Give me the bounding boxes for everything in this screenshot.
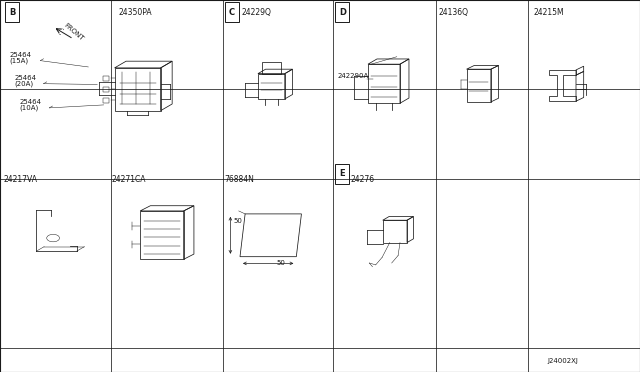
Text: (20A): (20A): [14, 81, 33, 87]
Bar: [335, 2, 349, 22]
Text: 25464: 25464: [19, 99, 41, 105]
Text: 76884N: 76884N: [225, 175, 255, 184]
Text: 25464: 25464: [14, 75, 36, 81]
Text: 25464: 25464: [10, 52, 31, 58]
Bar: [335, 164, 349, 184]
Text: 24350PA: 24350PA: [118, 8, 152, 17]
Bar: [103, 98, 109, 103]
Text: 242290A: 242290A: [337, 73, 369, 79]
Bar: [5, 2, 19, 22]
Text: C: C: [228, 7, 235, 17]
Text: 24217VA: 24217VA: [3, 175, 37, 184]
Text: 50: 50: [276, 260, 285, 266]
Text: FRONT: FRONT: [63, 22, 84, 42]
Bar: [103, 76, 109, 81]
Bar: [103, 87, 109, 92]
Text: D: D: [339, 7, 346, 17]
Text: J24002XJ: J24002XJ: [547, 358, 578, 364]
Text: E: E: [340, 169, 345, 179]
Text: 50: 50: [234, 218, 243, 224]
Text: (15A): (15A): [10, 58, 29, 64]
Bar: [225, 2, 239, 22]
Text: 24136Q: 24136Q: [438, 8, 468, 17]
Text: (10A): (10A): [19, 105, 38, 111]
Text: 24276: 24276: [351, 175, 375, 184]
Text: 24271CA: 24271CA: [112, 175, 147, 184]
Text: 24229Q: 24229Q: [242, 8, 272, 17]
Text: B: B: [9, 7, 15, 17]
Text: 24215M: 24215M: [533, 8, 564, 17]
